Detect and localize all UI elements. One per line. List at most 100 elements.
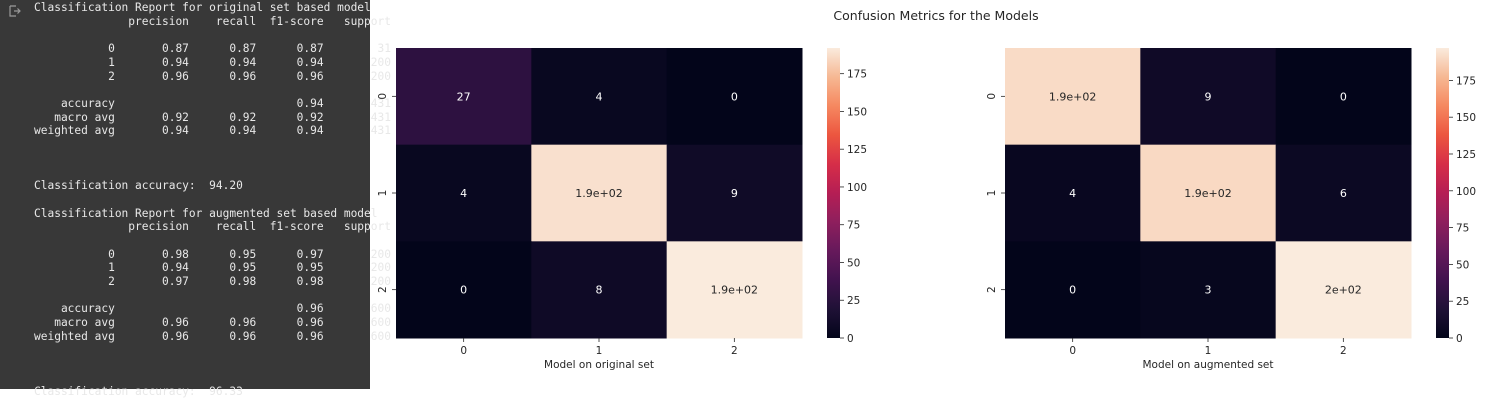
cell-annotation: 1.9e+02	[1184, 187, 1231, 200]
colorbar-tick-label: 150	[847, 106, 867, 118]
console-line: 1 0.94 0.95 0.95 200	[34, 261, 391, 275]
x-tick-label: 2	[1340, 345, 1347, 357]
y-tick-label: 0	[377, 93, 389, 100]
console-line: macro avg 0.92 0.92 0.92 431	[34, 110, 391, 124]
cell-annotation: 8	[596, 284, 603, 297]
console-line	[34, 193, 391, 207]
y-tick-label: 1	[377, 190, 389, 197]
heatmap-cell	[1005, 144, 1141, 242]
figure-title: Confusion Metrics for the Models	[833, 8, 1038, 23]
colorbar-tick-label: 175	[847, 69, 867, 81]
heatmap-cell	[1275, 144, 1412, 242]
console-line	[34, 152, 391, 166]
console-line: 2 0.97 0.98 0.98 200	[34, 275, 391, 289]
cell-annotation: 9	[1205, 90, 1212, 103]
x-axis-label: Model on original set	[544, 359, 654, 371]
x-tick-label: 0	[1069, 345, 1076, 357]
colorbar-tick-label: 25	[1456, 296, 1469, 308]
colorbar-tick-label: 125	[847, 144, 867, 156]
cell-annotation: 0	[731, 90, 738, 103]
console-line: Classification Report for original set b…	[34, 1, 371, 14]
colorbar-tick-label: 125	[1456, 149, 1476, 161]
console-line	[34, 371, 391, 385]
output-redirect-icon[interactable]	[9, 5, 21, 17]
console-line: macro avg 0.96 0.96 0.96 600	[34, 316, 391, 330]
console-line: weighted avg 0.96 0.96 0.96 600	[34, 329, 391, 343]
colorbar-tick-label: 175	[1456, 75, 1476, 87]
x-tick-label: 1	[596, 345, 603, 357]
colorbar-tick-label: 50	[1456, 259, 1469, 271]
heatmap-cell	[1005, 241, 1141, 339]
heatmap-cell	[666, 48, 803, 146]
console-line: 2 0.96 0.96 0.96 200	[34, 69, 391, 83]
cell-annotation: 2e+02	[1325, 284, 1362, 297]
cell-annotation: 1.9e+02	[711, 284, 758, 297]
console-line	[34, 344, 391, 358]
x-tick-label: 2	[731, 345, 738, 357]
console-line: accuracy 0.94 431	[34, 96, 391, 110]
console-line	[34, 83, 391, 97]
console-line: weighted avg 0.94 0.94 0.94 431	[34, 124, 391, 138]
cell-output-panel: Classification Report for original set b…	[0, 0, 391, 398]
heatmap-cell	[531, 241, 668, 339]
heatmap-1: 1.9e+02 9 0 4 1.9e+02 6 0 3 2e+02 0 1 2 0 1 2 Model on …	[986, 48, 1476, 371]
console-line: Classification accuracy: 94.20	[34, 179, 243, 193]
cell-annotation: 1.9e+02	[1049, 90, 1096, 103]
console-line: 1 0.94 0.94 0.94 200	[34, 55, 391, 69]
console-line	[34, 138, 391, 152]
y-tick-label: 0	[986, 93, 998, 100]
cell-annotation: 4	[1069, 187, 1076, 200]
heatmap-0: 27 4 0 4 1.9e+02 9 0 8 1.9e+02 0 1 2 0 1 2 Model on ori…	[377, 48, 867, 371]
heatmap-cell	[666, 241, 803, 339]
console-line: precision recall f1-score support	[34, 14, 391, 28]
console-line: Classification accuracy: 96.33	[34, 384, 243, 398]
y-tick-label: 1	[986, 190, 998, 197]
console-line: precision recall f1-score support	[34, 220, 391, 234]
cell-annotation: 0	[1340, 90, 1347, 103]
cell-annotation: 6	[1340, 187, 1347, 200]
colorbar	[1436, 48, 1449, 338]
colorbar-tick-label: 150	[1456, 112, 1476, 124]
heatmap-cell	[396, 144, 532, 242]
console-line: accuracy 0.96 600	[34, 302, 391, 316]
cell-annotation: 4	[596, 90, 603, 103]
console-output: Classification Report for original set b…	[34, 1, 391, 398]
colorbar-tick-label: 25	[847, 295, 860, 307]
console-line: 0 0.98 0.95 0.97 200	[34, 247, 391, 261]
figure-canvas: Confusion Metrics for the Models 27 4 0 4 1.…	[377, 8, 1476, 371]
console-line	[34, 357, 391, 371]
heatmap-cell	[531, 48, 668, 146]
heatmap-cell	[1005, 48, 1141, 146]
heatmap-cell	[396, 241, 532, 339]
cell-annotation: 0	[460, 284, 467, 297]
heatmap-cell	[531, 144, 668, 242]
console-line	[34, 165, 391, 179]
x-tick-label: 0	[460, 345, 467, 357]
console-line	[34, 28, 391, 42]
console-line	[34, 289, 391, 303]
cell-annotation: 27	[457, 90, 471, 103]
x-axis-label: Model on augmented set	[1142, 359, 1273, 371]
heatmap-cell	[396, 48, 532, 146]
colorbar-tick-label: 50	[847, 257, 860, 269]
cell-annotation: 4	[460, 187, 467, 200]
y-tick-label: 2	[986, 286, 998, 293]
colorbar-tick-label: 75	[847, 220, 860, 232]
y-tick-label: 2	[377, 286, 389, 293]
colorbar-tick-label: 100	[847, 182, 867, 194]
confusion-matrix-figure: Confusion Metrics for the Models 27 4 0 4 1.…	[370, 0, 1488, 402]
heatmap-cell	[1140, 144, 1277, 242]
console-line	[34, 234, 391, 248]
heatmap-cell	[1140, 48, 1277, 146]
colorbar-tick-label: 75	[1456, 223, 1469, 235]
cell-annotation: 9	[731, 187, 738, 200]
cell-annotation: 3	[1205, 284, 1212, 297]
console-line: 0 0.87 0.87 0.87 31	[34, 42, 391, 56]
heatmap-cell	[1275, 241, 1412, 339]
heatmap-cell	[1140, 241, 1277, 339]
colorbar	[827, 48, 840, 338]
colorbar-tick-label: 0	[847, 333, 854, 345]
console-line: Classification Report for augmented set …	[34, 206, 378, 220]
heatmap-cell	[1275, 48, 1412, 146]
cell-annotation: 1.9e+02	[575, 187, 622, 200]
